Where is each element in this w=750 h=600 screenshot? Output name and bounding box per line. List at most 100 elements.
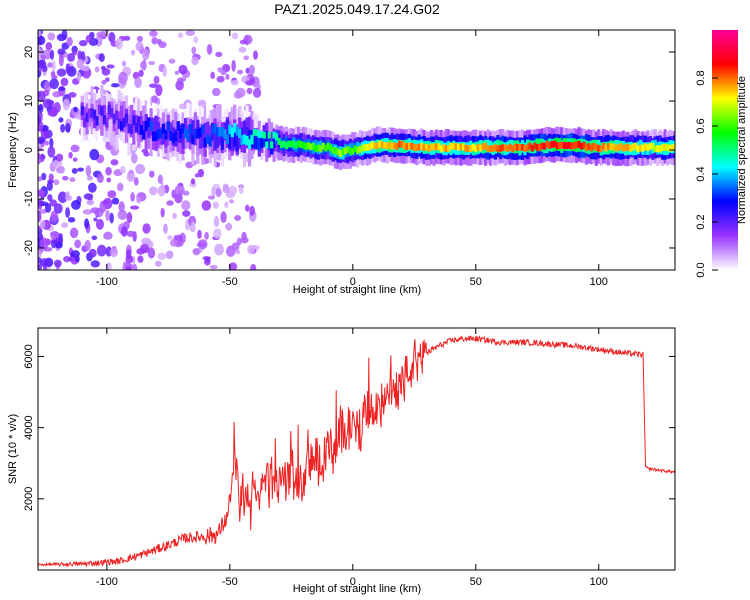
- y-tick-label: -20: [23, 240, 35, 256]
- spectrogram-ridge-cell: [412, 144, 416, 151]
- x-tick-label: 100: [590, 276, 608, 288]
- spectrogram-noise-blob: [85, 165, 92, 177]
- spectrogram-noise-blob: [48, 173, 54, 182]
- spectrogram-ridge-cell: [139, 125, 143, 135]
- spectrogram-noise-blob: [78, 39, 88, 47]
- spectrogram-ridge-cell: [161, 123, 166, 134]
- spectrogram-noise-blob: [172, 212, 177, 219]
- spectrogram-ridge-cell: [215, 129, 220, 148]
- spectrogram-ridge-cell: [439, 145, 443, 153]
- spectrogram-ridge-cell: [437, 143, 441, 151]
- spectrogram-ridge-cell: [498, 145, 502, 152]
- spectrogram-noise-blob: [141, 48, 150, 61]
- spectrogram-noise-blob: [130, 49, 136, 56]
- spectrogram-noise-blob: [234, 215, 242, 221]
- spectrogram-ridge-cell: [151, 131, 156, 142]
- spectrogram-ridge-cell: [289, 140, 293, 148]
- spectrogram-ridge-cell: [100, 106, 104, 116]
- spectrogram-ridge-cell: [420, 142, 424, 150]
- spectrogram-noise-blob: [49, 49, 55, 60]
- spectrogram-noise-blob: [65, 191, 70, 201]
- spectrogram-noise-blob: [44, 140, 49, 146]
- spectrogram-ridge-cell: [309, 143, 313, 151]
- spectrogram-ridge-cell: [464, 144, 468, 152]
- spectrogram-ridge-cell: [348, 147, 352, 155]
- spectrogram-noise-blob: [38, 114, 42, 126]
- spectrogram-ridge-cell: [215, 126, 220, 137]
- spectrogram-noise-blob: [53, 203, 63, 214]
- spectrogram-noise-blob: [91, 235, 98, 241]
- spectrogram-noise-blob: [148, 83, 158, 88]
- spectrogram-noise-blob: [228, 185, 238, 195]
- spectrogram-noise-blob: [118, 201, 125, 213]
- spectrogram-ridge-cell: [611, 143, 616, 151]
- spectrogram-ridge-cell: [417, 143, 421, 151]
- spectrogram-noise-blob: [224, 201, 229, 208]
- spectrogram-ridge-cell: [390, 142, 394, 150]
- spectrogram-ridge-cell: [110, 107, 114, 118]
- spectrogram-ridge-cell: [235, 126, 239, 136]
- colorbar-gradient: [712, 30, 738, 270]
- spectrogram-ridge-cell: [471, 143, 475, 151]
- spectrogram-ridge-cell: [397, 140, 402, 148]
- colorbar-tick-label: 0.4: [695, 166, 707, 181]
- spectrogram-noise-blob: [231, 59, 236, 72]
- spectrogram-x-label: Height of straight line (km): [293, 284, 421, 296]
- spectrogram-ridge-cell: [88, 108, 92, 119]
- spectrogram-noise-blob: [50, 210, 59, 223]
- spectrogram-noise-blob: [209, 264, 218, 270]
- spectrogram-noise-blob: [88, 182, 97, 193]
- spectrogram-ridge-cell: [579, 142, 584, 150]
- spectrogram-noise-blob: [151, 37, 158, 45]
- spectrogram-noise-blob: [60, 77, 69, 87]
- spectrogram-ridge-cell: [83, 106, 87, 125]
- spectrogram-ridge-cell: [353, 145, 357, 153]
- spectrogram-ridge-cell: [670, 144, 675, 152]
- spectrogram-noise-blob: [105, 166, 112, 176]
- spectrogram-noise-blob: [250, 263, 257, 270]
- spectrogram-noise-blob: [220, 69, 227, 76]
- spectrogram-noise-blob: [118, 71, 128, 84]
- spectrogram-ridge-cell: [142, 120, 146, 139]
- spectrogram-noise-blob: [212, 201, 220, 209]
- spectrogram-ridge-cell: [247, 130, 252, 148]
- spectrogram-ridge-cell: [282, 140, 286, 148]
- spectrogram-ridge-cell: [92, 110, 97, 129]
- spectrogram-ridge-cell: [156, 128, 161, 139]
- y-tick-label: 6000: [23, 344, 35, 368]
- spectrogram-noise-blob: [62, 98, 71, 111]
- spectrogram-noise-blob: [163, 223, 168, 234]
- spectrogram-noise-blob: [72, 157, 78, 162]
- spectrogram-noise-blob: [193, 36, 199, 44]
- spectrogram-ridge-cell: [191, 120, 195, 139]
- spectrogram-ridge-cell: [144, 118, 148, 150]
- spectrogram-ridge-cell: [176, 125, 180, 143]
- spectrogram-ridge-cell: [466, 145, 471, 152]
- spectrogram-ridge-cell: [503, 144, 507, 152]
- spectrogram-noise-blob: [39, 258, 49, 267]
- spectrogram-noise-blob: [155, 84, 163, 97]
- spectrogram-ridge-cell: [501, 144, 505, 152]
- spectrogram-noise-blob: [191, 56, 199, 66]
- spectrogram-noise-blob: [238, 46, 247, 53]
- spectrogram-noise-blob: [246, 87, 253, 95]
- snr-y-label: SNR (10 * v/v): [7, 414, 19, 484]
- spectrogram-ridge-cell: [225, 119, 229, 138]
- spectrogram-noise-blob: [157, 252, 167, 260]
- spectrogram-noise-blob: [131, 263, 138, 270]
- spectrogram-ridge-cell: [479, 144, 483, 152]
- spectrogram-ridge-cell: [174, 131, 178, 142]
- spectrogram-ridge-cell: [400, 140, 404, 148]
- spectrogram-noise-blob: [47, 194, 53, 202]
- spectrogram-ridge-cell: [624, 144, 628, 152]
- spectrogram-noise-blob: [177, 77, 187, 82]
- spectrogram-ridge-cell: [402, 142, 407, 150]
- spectrogram-ridge-cell: [383, 142, 387, 149]
- spectrogram-ridge-cell: [176, 121, 180, 131]
- spectrogram-ridge-cell: [166, 121, 170, 132]
- spectrogram-noise-blob: [52, 159, 63, 168]
- spectrogram-ridge-cell: [134, 122, 138, 133]
- spectrogram-ridge-cell: [230, 127, 234, 138]
- spectrogram-ridge-cell: [378, 140, 382, 148]
- spectrogram-ridge-cell: [511, 145, 515, 153]
